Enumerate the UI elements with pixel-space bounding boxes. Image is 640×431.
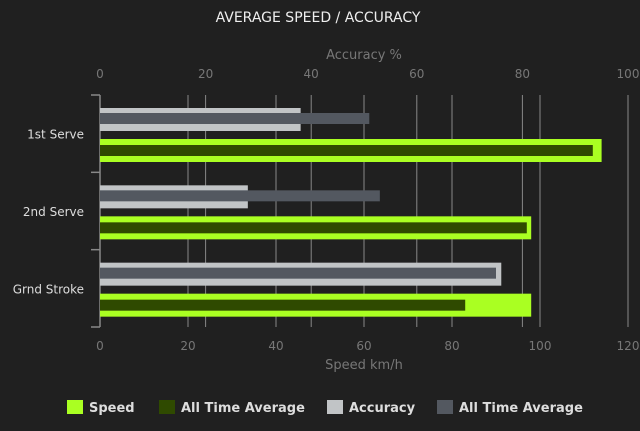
accuracy-average-bar — [100, 113, 370, 124]
accuracy-average-bar — [100, 267, 496, 279]
chart-title: AVERAGE SPEED / ACCURACY — [216, 10, 421, 26]
speed-tick-label: 120 — [617, 339, 640, 353]
speed-tick-label: 20 — [180, 339, 195, 353]
speed-average-bar — [100, 145, 593, 156]
accuracy-tick-label: 80 — [515, 67, 530, 81]
category-label: 1st Serve — [27, 128, 84, 142]
accuracy-tick-label: 40 — [304, 67, 319, 81]
accuracy-average-bar — [100, 190, 380, 202]
accuracy-axis-label: Accuracy % — [326, 48, 402, 63]
accuracy-tick-label: 60 — [409, 67, 424, 81]
accuracy-tick-label: 100 — [617, 67, 640, 81]
legend-swatch — [437, 400, 453, 414]
speed-tick-label: 0 — [96, 339, 104, 353]
legend-swatch — [67, 400, 83, 414]
accuracy-tick-label: 0 — [96, 67, 104, 81]
legend-label: All Time Average — [181, 401, 305, 416]
speed-tick-label: 40 — [268, 339, 283, 353]
legend-label: Speed — [89, 401, 135, 416]
legend-swatch — [327, 400, 343, 414]
speed-tick-label: 80 — [444, 339, 459, 353]
legend-label: Accuracy — [349, 401, 416, 416]
speed-tick-label: 60 — [356, 339, 371, 353]
legend-label: All Time Average — [459, 401, 583, 416]
speed-average-bar — [100, 299, 466, 311]
speed-tick-label: 100 — [529, 339, 552, 353]
category-label: 2nd Serve — [23, 205, 84, 219]
category-label: Grnd Stroke — [13, 282, 84, 296]
legend-swatch — [159, 400, 175, 414]
accuracy-tick-label: 20 — [198, 67, 213, 81]
speed-axis-label: Speed km/h — [325, 358, 403, 373]
speed-average-bar — [100, 222, 527, 234]
